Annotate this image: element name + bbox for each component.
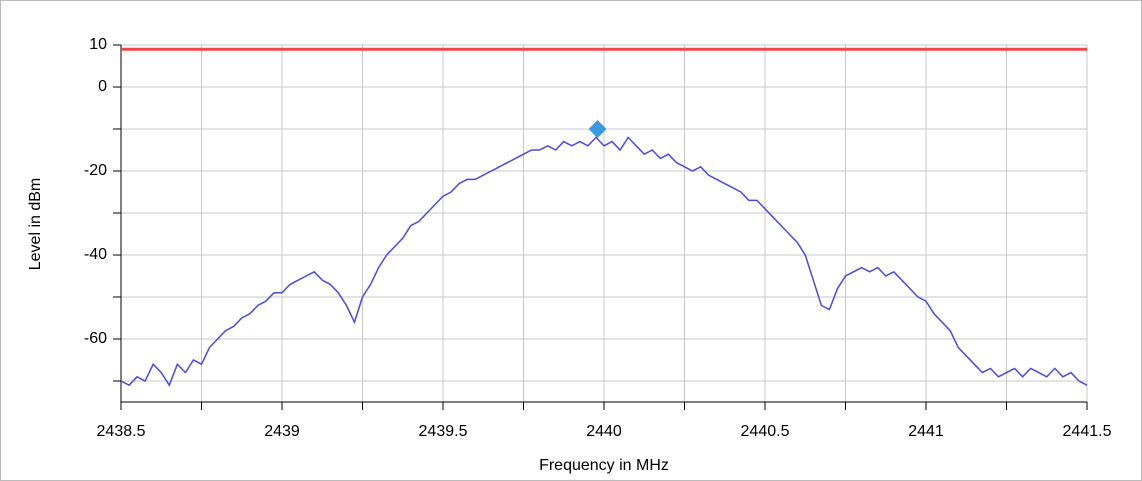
y-tick-label: 10	[89, 36, 107, 53]
x-tick-label: 2440	[586, 423, 622, 440]
y-tick-label: -40	[84, 246, 107, 263]
x-axis-label: Frequency in MHz	[539, 457, 669, 474]
y-tick-label: 0	[98, 78, 107, 95]
trace	[120, 136, 1088, 387]
y-tick-label: -20	[84, 162, 107, 179]
x-tick-label: 2441	[908, 423, 944, 440]
x-tick-label: 2438.5	[97, 423, 146, 440]
x-tick-label: 2441.5	[1063, 423, 1112, 440]
y-tick-label: -60	[84, 330, 107, 347]
peak-marker	[588, 120, 607, 138]
x-tick-label: 2439.5	[419, 423, 468, 440]
y-axis-label: Level in dBm	[27, 178, 44, 271]
x-tick-label: 2439	[264, 423, 300, 440]
x-tick-label: 2440.5	[741, 423, 790, 440]
